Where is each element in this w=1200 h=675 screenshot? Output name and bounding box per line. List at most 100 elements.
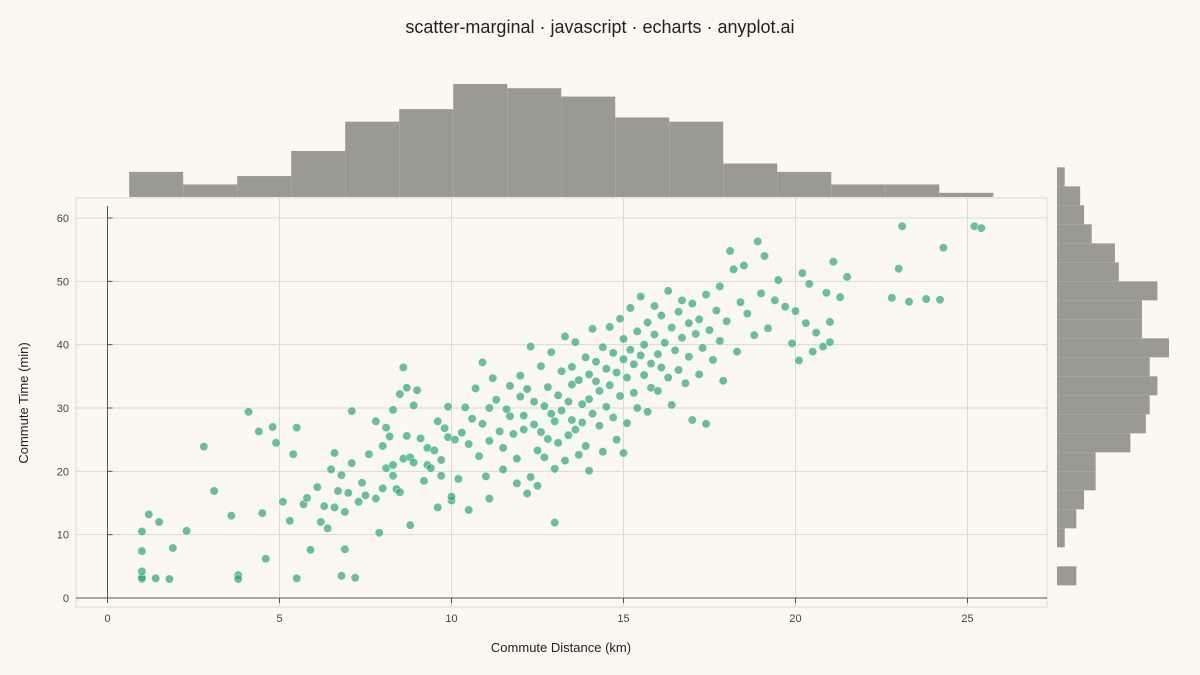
- data-point: [563, 397, 573, 407]
- data-point: [553, 438, 563, 448]
- plot-area: [75, 197, 1048, 608]
- data-point: [577, 418, 587, 428]
- data-point: [443, 402, 453, 412]
- data-point: [811, 328, 821, 338]
- data-point: [409, 400, 419, 410]
- data-point: [760, 251, 770, 261]
- data-point: [581, 352, 591, 362]
- data-point: [371, 494, 381, 504]
- data-point: [698, 343, 708, 353]
- data-point: [233, 574, 243, 584]
- data-point: [598, 342, 608, 352]
- data-point: [312, 482, 322, 492]
- data-point: [636, 292, 646, 302]
- y-tick-label: 60: [57, 213, 69, 225]
- data-point: [670, 345, 680, 355]
- data-point: [570, 337, 580, 347]
- data-point: [402, 383, 412, 393]
- data-point: [484, 494, 494, 504]
- data-point: [474, 451, 484, 461]
- right-histogram-bar: [1057, 281, 1158, 301]
- data-point: [550, 518, 560, 528]
- data-point: [526, 342, 536, 352]
- data-point: [557, 366, 567, 376]
- right-histogram-bar: [1057, 243, 1115, 263]
- data-point: [656, 362, 666, 372]
- data-point: [691, 329, 701, 339]
- data-point: [773, 275, 783, 285]
- data-point: [663, 286, 673, 296]
- data-point: [643, 407, 653, 417]
- data-point: [608, 413, 618, 423]
- data-point: [316, 517, 326, 527]
- data-point: [818, 342, 828, 352]
- data-point: [674, 365, 684, 375]
- data-point: [742, 309, 752, 319]
- data-point: [467, 414, 477, 424]
- data-point: [825, 337, 835, 347]
- data-point: [285, 516, 295, 526]
- data-point: [588, 409, 598, 419]
- data-point: [550, 416, 560, 426]
- right-histogram-bar: [1057, 167, 1065, 187]
- data-point: [319, 501, 329, 511]
- data-point: [519, 411, 529, 421]
- data-point: [340, 544, 350, 554]
- data-point: [584, 466, 594, 476]
- data-point: [605, 380, 615, 390]
- data-point: [505, 381, 515, 391]
- data-point: [821, 288, 831, 298]
- top-histogram-bar: [939, 192, 994, 197]
- data-point: [546, 347, 556, 357]
- data-point: [333, 486, 343, 496]
- data-point: [584, 394, 594, 404]
- scatter-points: [137, 221, 986, 584]
- data-point: [402, 431, 412, 441]
- data-point: [794, 356, 804, 366]
- data-point: [667, 323, 677, 333]
- data-point: [433, 502, 443, 512]
- data-point: [164, 574, 174, 584]
- data-point: [536, 427, 546, 437]
- data-point: [288, 449, 298, 459]
- data-point: [605, 322, 615, 332]
- data-point: [649, 301, 659, 311]
- data-point: [894, 264, 904, 274]
- data-point: [656, 311, 666, 321]
- data-point: [797, 268, 807, 278]
- data-point: [168, 543, 178, 553]
- data-point: [567, 380, 577, 390]
- top-histogram-bar: [507, 88, 562, 197]
- data-point: [581, 441, 591, 451]
- data-point: [512, 454, 522, 464]
- data-point: [715, 336, 725, 346]
- data-point: [594, 386, 604, 396]
- data-point: [137, 566, 147, 576]
- data-point: [199, 442, 209, 452]
- data-point: [725, 246, 735, 256]
- data-point: [625, 303, 635, 313]
- data-point: [536, 361, 546, 371]
- data-point: [460, 402, 470, 412]
- right-histogram-bar: [1057, 566, 1077, 586]
- data-point: [632, 326, 642, 336]
- data-point: [653, 349, 663, 359]
- data-point: [608, 348, 618, 358]
- data-point: [532, 481, 542, 491]
- data-point: [154, 517, 164, 527]
- data-point: [677, 333, 687, 343]
- data-point: [498, 464, 508, 474]
- data-point: [261, 554, 271, 564]
- data-point: [591, 357, 601, 367]
- right-histogram-bar: [1057, 338, 1169, 358]
- data-point: [405, 520, 415, 530]
- data-point: [374, 528, 384, 538]
- data-point: [618, 448, 628, 458]
- data-point: [330, 502, 340, 512]
- grid-lines: [76, 198, 1047, 607]
- top-histogram-bar: [831, 184, 886, 197]
- top-histogram-bar: [291, 150, 346, 197]
- data-point: [419, 476, 429, 486]
